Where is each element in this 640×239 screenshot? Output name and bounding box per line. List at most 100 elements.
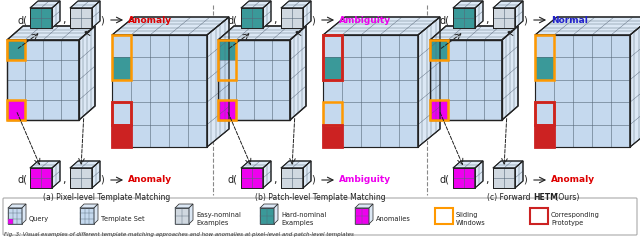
Bar bbox=[7, 100, 25, 120]
Polygon shape bbox=[323, 35, 418, 147]
Bar bbox=[535, 35, 554, 80]
Text: d(: d( bbox=[440, 15, 450, 25]
Bar bbox=[218, 100, 236, 120]
Polygon shape bbox=[260, 204, 278, 208]
Text: (Ours): (Ours) bbox=[553, 193, 579, 202]
Text: Fig. 3: Visual examples of different template matching approaches and how anomal: Fig. 3: Visual examples of different tem… bbox=[4, 232, 354, 237]
Polygon shape bbox=[52, 161, 60, 188]
Text: ,: , bbox=[485, 15, 489, 25]
Polygon shape bbox=[453, 161, 483, 168]
Polygon shape bbox=[493, 8, 515, 28]
Bar bbox=[7, 40, 25, 60]
Polygon shape bbox=[241, 1, 271, 8]
Polygon shape bbox=[30, 161, 60, 168]
Bar bbox=[530, 208, 548, 224]
Polygon shape bbox=[418, 17, 440, 147]
Polygon shape bbox=[281, 168, 303, 188]
Polygon shape bbox=[290, 26, 306, 120]
Bar bbox=[430, 100, 448, 120]
Polygon shape bbox=[630, 17, 640, 147]
Polygon shape bbox=[263, 1, 271, 28]
Polygon shape bbox=[8, 208, 22, 224]
Polygon shape bbox=[493, 168, 515, 188]
Text: ): ) bbox=[100, 175, 104, 185]
Polygon shape bbox=[92, 1, 100, 28]
Text: Corresponding
Prototype: Corresponding Prototype bbox=[551, 212, 600, 226]
Text: d(: d( bbox=[440, 175, 450, 185]
Polygon shape bbox=[535, 35, 630, 147]
Polygon shape bbox=[281, 8, 303, 28]
Bar bbox=[323, 35, 342, 80]
Polygon shape bbox=[493, 161, 523, 168]
Polygon shape bbox=[52, 1, 60, 28]
Text: Sliding
Windows: Sliding Windows bbox=[456, 212, 486, 226]
Polygon shape bbox=[94, 204, 98, 224]
Polygon shape bbox=[30, 8, 52, 28]
Polygon shape bbox=[475, 161, 483, 188]
Polygon shape bbox=[70, 161, 100, 168]
Polygon shape bbox=[535, 125, 554, 147]
Polygon shape bbox=[112, 35, 207, 147]
Polygon shape bbox=[70, 8, 92, 28]
Text: ,: , bbox=[273, 15, 276, 25]
Text: Anomaly: Anomaly bbox=[128, 175, 172, 185]
Polygon shape bbox=[323, 57, 342, 80]
Text: Easy-nominal
Examples: Easy-nominal Examples bbox=[196, 212, 241, 226]
Text: (b) Patch-level Template Matching: (b) Patch-level Template Matching bbox=[255, 193, 385, 202]
Polygon shape bbox=[355, 208, 369, 224]
Polygon shape bbox=[430, 26, 518, 40]
Polygon shape bbox=[241, 168, 263, 188]
Bar bbox=[535, 125, 554, 147]
Bar bbox=[218, 40, 236, 80]
Polygon shape bbox=[7, 40, 79, 120]
Polygon shape bbox=[7, 26, 95, 40]
Polygon shape bbox=[218, 100, 236, 120]
Polygon shape bbox=[430, 40, 502, 120]
Text: Query: Query bbox=[29, 216, 49, 222]
Text: ,: , bbox=[273, 175, 276, 185]
Bar bbox=[323, 125, 342, 147]
Polygon shape bbox=[189, 204, 193, 224]
Polygon shape bbox=[112, 125, 131, 147]
Bar bbox=[112, 35, 131, 80]
Text: (c) Forward: (c) Forward bbox=[487, 193, 533, 202]
Polygon shape bbox=[70, 168, 92, 188]
Text: ): ) bbox=[523, 15, 527, 25]
Polygon shape bbox=[493, 1, 523, 8]
Polygon shape bbox=[502, 26, 518, 120]
Bar bbox=[323, 35, 342, 80]
Polygon shape bbox=[515, 161, 523, 188]
Polygon shape bbox=[207, 17, 229, 147]
Polygon shape bbox=[303, 161, 311, 188]
Polygon shape bbox=[218, 26, 306, 40]
Text: d(: d( bbox=[228, 15, 238, 25]
Bar bbox=[535, 102, 554, 125]
Text: Anomaly: Anomaly bbox=[551, 175, 595, 185]
Text: ,: , bbox=[62, 15, 66, 25]
Bar bbox=[112, 102, 131, 125]
Polygon shape bbox=[430, 100, 448, 120]
Polygon shape bbox=[260, 208, 274, 224]
Polygon shape bbox=[70, 1, 100, 8]
Polygon shape bbox=[22, 204, 26, 224]
Polygon shape bbox=[7, 100, 25, 120]
Polygon shape bbox=[30, 168, 52, 188]
Bar bbox=[535, 102, 554, 125]
Polygon shape bbox=[241, 8, 263, 28]
Text: Normal: Normal bbox=[551, 16, 588, 25]
Polygon shape bbox=[515, 1, 523, 28]
Text: ): ) bbox=[311, 175, 315, 185]
Polygon shape bbox=[112, 57, 131, 80]
Text: Anomaly: Anomaly bbox=[128, 16, 172, 25]
Text: Ambiguity: Ambiguity bbox=[339, 175, 391, 185]
Polygon shape bbox=[241, 161, 271, 168]
Text: d(: d( bbox=[228, 175, 238, 185]
Polygon shape bbox=[323, 125, 342, 147]
Polygon shape bbox=[453, 8, 475, 28]
Polygon shape bbox=[175, 204, 193, 208]
Text: ): ) bbox=[311, 15, 315, 25]
Polygon shape bbox=[453, 168, 475, 188]
Polygon shape bbox=[369, 204, 373, 224]
Polygon shape bbox=[7, 40, 25, 60]
Text: d(: d( bbox=[17, 15, 27, 25]
